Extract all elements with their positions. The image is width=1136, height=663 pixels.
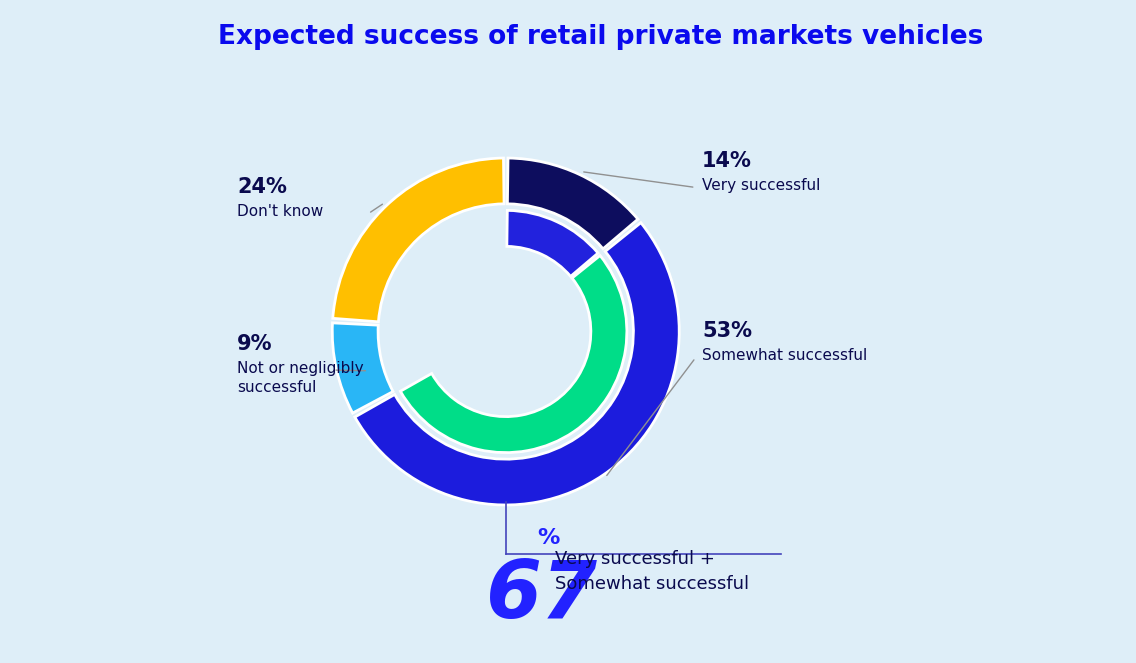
Text: Don't know: Don't know — [237, 204, 324, 219]
Text: 67: 67 — [486, 558, 598, 635]
Wedge shape — [507, 210, 598, 276]
Text: Not or negligibly
successful: Not or negligibly successful — [237, 361, 364, 394]
Wedge shape — [333, 158, 504, 322]
Text: Very successful +
Somewhat successful: Very successful + Somewhat successful — [554, 550, 749, 593]
Text: 14%: 14% — [702, 151, 752, 171]
Text: Somewhat successful: Somewhat successful — [702, 348, 868, 363]
Text: 53%: 53% — [702, 322, 752, 341]
Wedge shape — [508, 158, 638, 249]
Text: 9%: 9% — [237, 334, 273, 355]
Text: Very successful: Very successful — [702, 178, 820, 193]
Text: Expected success of retail private markets vehicles: Expected success of retail private marke… — [218, 24, 983, 50]
Text: %: % — [537, 528, 560, 548]
Wedge shape — [400, 255, 627, 453]
Wedge shape — [332, 323, 393, 413]
Wedge shape — [354, 223, 679, 505]
Text: 24%: 24% — [237, 177, 287, 198]
